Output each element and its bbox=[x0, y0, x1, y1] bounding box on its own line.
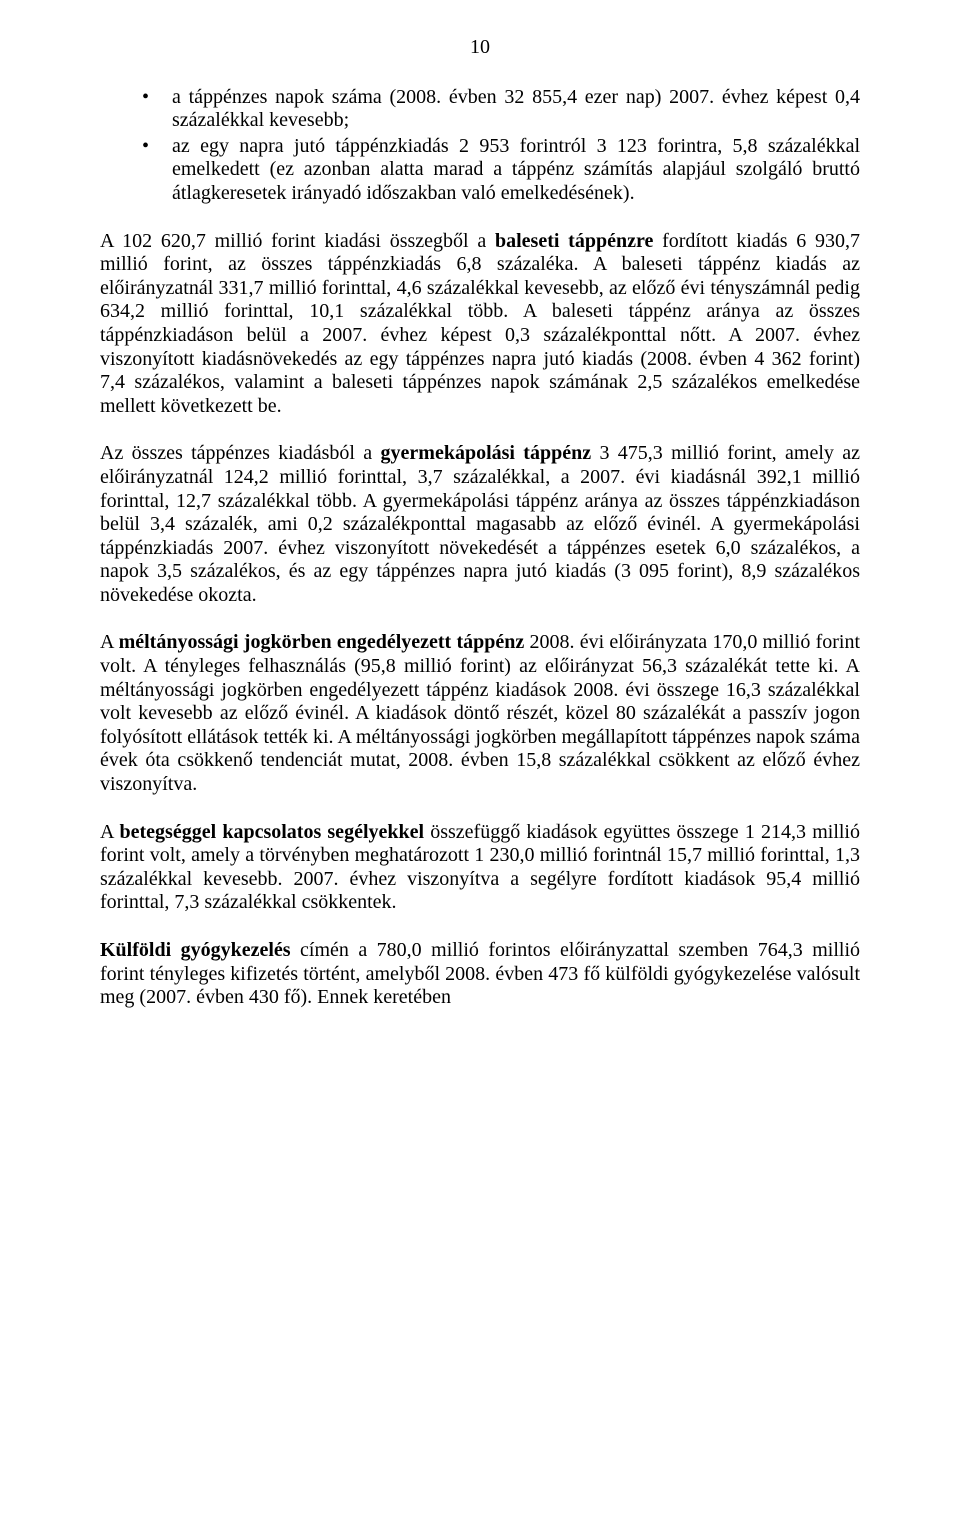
bold-text: Külföldi gyógykezelés bbox=[100, 939, 291, 961]
text-run: Az összes táppénzes kiadásból a bbox=[100, 442, 381, 464]
document-page: 10 a táppénzes napok száma (2008. évben … bbox=[0, 0, 960, 1533]
paragraph: Az összes táppénzes kiadásból a gyermeká… bbox=[100, 442, 860, 607]
text-run: 2008. évi előirányzata 170,0 millió fori… bbox=[100, 631, 860, 795]
list-item: az egy napra jutó táppénzkiadás 2 953 fo… bbox=[142, 135, 860, 206]
bullet-list: a táppénzes napok száma (2008. évben 32 … bbox=[100, 86, 860, 206]
bold-text: méltányossági jogkörben engedélyezett tá… bbox=[119, 631, 525, 653]
bold-text: betegséggel kapcsolatos segélyekkel bbox=[120, 821, 425, 843]
paragraph: A méltányossági jogkörben engedélyezett … bbox=[100, 631, 860, 796]
paragraph: A betegséggel kapcsolatos segélyekkel ös… bbox=[100, 821, 860, 915]
page-number: 10 bbox=[100, 36, 860, 60]
bold-text: gyermekápolási táppénz bbox=[381, 442, 592, 464]
paragraph: Külföldi gyógykezelés címén a 780,0 mill… bbox=[100, 939, 860, 1010]
text-run: A 102 620,7 millió forint kiadási összeg… bbox=[100, 230, 495, 252]
text-run: A bbox=[100, 821, 120, 843]
paragraph: A 102 620,7 millió forint kiadási összeg… bbox=[100, 230, 860, 419]
bold-text: baleseti táppénzre bbox=[495, 230, 653, 252]
text-run: 3 475,3 millió forint, amely az előirány… bbox=[100, 442, 860, 606]
text-run: fordított kiadás 6 930,7 millió forint, … bbox=[100, 230, 860, 417]
list-item: a táppénzes napok száma (2008. évben 32 … bbox=[142, 86, 860, 133]
text-run: A bbox=[100, 631, 119, 653]
body-paragraphs: A 102 620,7 millió forint kiadási összeg… bbox=[100, 230, 860, 1010]
